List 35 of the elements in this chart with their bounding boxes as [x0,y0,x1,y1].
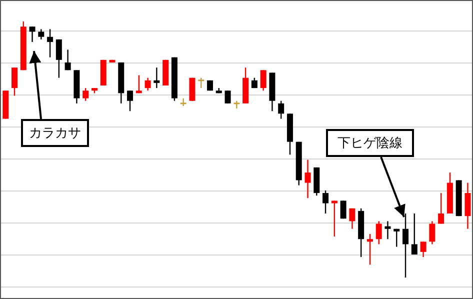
candlestick [464,182,471,230]
candlestick [127,90,134,112]
annotation: 下ヒゲ陰線 [326,129,414,157]
candlestick [349,208,356,230]
candlestick [331,200,338,238]
candlestick [402,212,409,278]
candlestick [136,74,142,94]
annotation: カラカサ [21,119,89,147]
candlestick [189,77,196,102]
candlestick [29,26,36,43]
candlestick [82,87,89,102]
candlestick [144,77,151,92]
candlestick [56,38,62,78]
candlestick [260,70,266,92]
candlestick [411,212,418,256]
candlestick [304,159,311,199]
candlestick [322,190,329,214]
candlestick [376,220,382,245]
candlestick [438,192,444,224]
candlestick [38,28,44,40]
candlestick [224,90,231,104]
candlestick [180,98,188,107]
candlestick [420,241,426,258]
candlestick [232,100,240,110]
candlestick [278,100,284,120]
candlestick [394,228,400,248]
candlestick [197,77,205,89]
candlestick [366,233,373,266]
candlestick [154,66,160,89]
candlestick [429,220,436,245]
candlestick [47,28,54,58]
candlestick [340,200,346,220]
candlestick [64,49,71,71]
candlestick [11,66,18,96]
candlestick [384,220,391,240]
